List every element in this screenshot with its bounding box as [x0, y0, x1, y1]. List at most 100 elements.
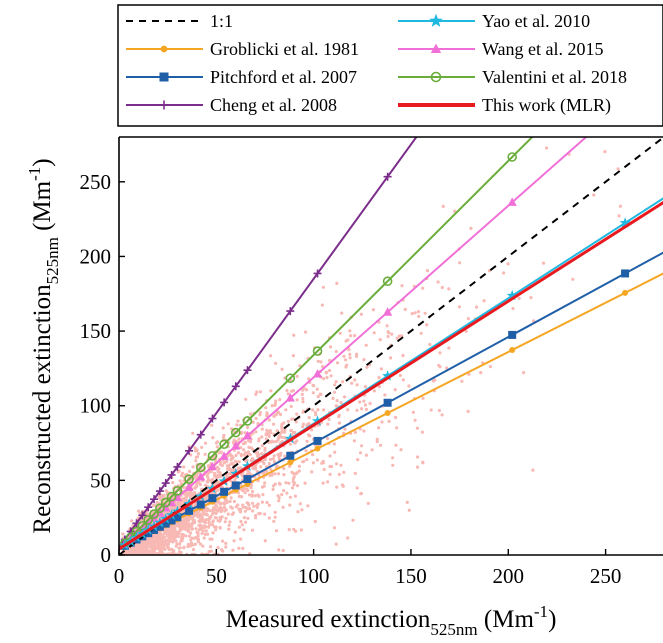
scatter-point: [203, 441, 208, 445]
scatter-point: [233, 478, 237, 482]
scatter-point: [226, 512, 230, 516]
scatter-point: [397, 334, 401, 338]
scatter-point: [395, 336, 399, 340]
scatter-point: [359, 492, 363, 496]
scatter-point: [375, 440, 379, 444]
scatter-point: [182, 465, 186, 469]
scatter-point: [215, 445, 219, 449]
scatter-point: [194, 459, 198, 463]
scatter-point: [201, 510, 205, 515]
scatter-point: [263, 446, 267, 450]
scatter-point: [304, 388, 308, 392]
scatter-point: [186, 529, 190, 533]
scatter-point: [211, 436, 215, 440]
scatter-point: [372, 331, 376, 335]
scatter-point: [157, 537, 161, 541]
scatter-point: [310, 470, 314, 474]
series-marker: [382, 370, 394, 381]
scatter-point: [346, 536, 350, 540]
legend-entry: This work (MLR): [398, 95, 611, 116]
series-marker: [312, 346, 323, 356]
series-cheng-et-al-2008: [119, 137, 418, 549]
scatter-point: [326, 422, 330, 426]
scatter-point: [228, 499, 232, 504]
scatter-point: [190, 536, 194, 540]
scatter-point: [458, 261, 462, 265]
scatter-point: [437, 363, 441, 368]
scatter-point: [197, 480, 201, 484]
x-axis-title: Measured extinction525nm (Mm-1): [226, 602, 557, 639]
scatter-point: [270, 439, 274, 443]
scatter-point: [226, 466, 230, 470]
scatter-point: [159, 535, 163, 539]
scatter-point: [222, 505, 227, 510]
scatter-point: [261, 471, 265, 475]
scatter-point: [393, 388, 397, 392]
scatter-point: [301, 422, 306, 426]
scatter-point: [291, 389, 295, 393]
scatter-point: [182, 545, 186, 549]
series-marker: [161, 479, 170, 488]
scatter-point: [187, 469, 192, 473]
scatter-point: [276, 438, 280, 442]
scatter-point: [196, 452, 201, 456]
scatter-point: [130, 551, 134, 555]
scatter-point: [252, 504, 256, 508]
scatter-point: [401, 353, 405, 358]
x-tick-label: 150: [395, 564, 427, 588]
scatter-point: [242, 516, 246, 520]
scatter-point: [401, 378, 405, 382]
scatter-point: [228, 520, 232, 524]
scatter-point: [241, 503, 245, 507]
scatter-point: [171, 481, 175, 485]
scatter-point: [175, 542, 179, 546]
scatter-point: [204, 525, 208, 529]
scatter-point: [213, 516, 217, 520]
scatter-point: [321, 285, 325, 289]
scatter-point: [311, 391, 315, 395]
x-tick-label: 50: [206, 564, 227, 588]
series-marker: [150, 495, 159, 504]
scatter-point: [121, 532, 125, 536]
scatter-point: [289, 404, 293, 408]
scatter-point: [235, 423, 239, 427]
scatter-point: [271, 487, 275, 491]
scatter-point: [294, 472, 298, 476]
scatter-point: [353, 378, 357, 382]
scatter-point: [364, 453, 368, 457]
scatter-point: [272, 519, 276, 524]
scatter-point: [340, 311, 344, 315]
scatter-point: [275, 429, 279, 433]
scatter-point: [425, 323, 429, 327]
scatter-point: [379, 367, 383, 371]
legend-label: 1:1: [210, 11, 233, 31]
scatter-point: [229, 468, 233, 472]
scatter-point: [254, 516, 258, 520]
scatter-point: [191, 431, 195, 435]
scatter-point: [394, 415, 398, 420]
scatter-point: [488, 365, 492, 369]
x-tick-label: 0: [114, 564, 125, 588]
series-marker: [184, 474, 194, 484]
scatter-point: [437, 408, 441, 413]
scatter-point: [331, 396, 335, 400]
series-marker: [313, 269, 322, 278]
scatter-point: [196, 471, 200, 475]
scatter-point: [313, 519, 317, 524]
scatter-point: [260, 427, 264, 431]
scatter-point: [196, 534, 200, 538]
scatter-point: [269, 431, 273, 435]
scatter-point: [255, 454, 260, 458]
scatter-point: [431, 379, 435, 383]
scatter-point: [136, 551, 140, 555]
scatter-point: [220, 548, 224, 552]
scatter-point: [222, 461, 226, 465]
scatter-point: [305, 439, 309, 443]
y-tick-label: 100: [80, 394, 112, 418]
series-marker: [138, 511, 147, 520]
scatter-point: [125, 550, 130, 554]
scatter-point: [295, 374, 299, 378]
scatter-point: [179, 551, 183, 555]
scatter-point: [269, 389, 273, 393]
scatter-point: [240, 495, 244, 499]
